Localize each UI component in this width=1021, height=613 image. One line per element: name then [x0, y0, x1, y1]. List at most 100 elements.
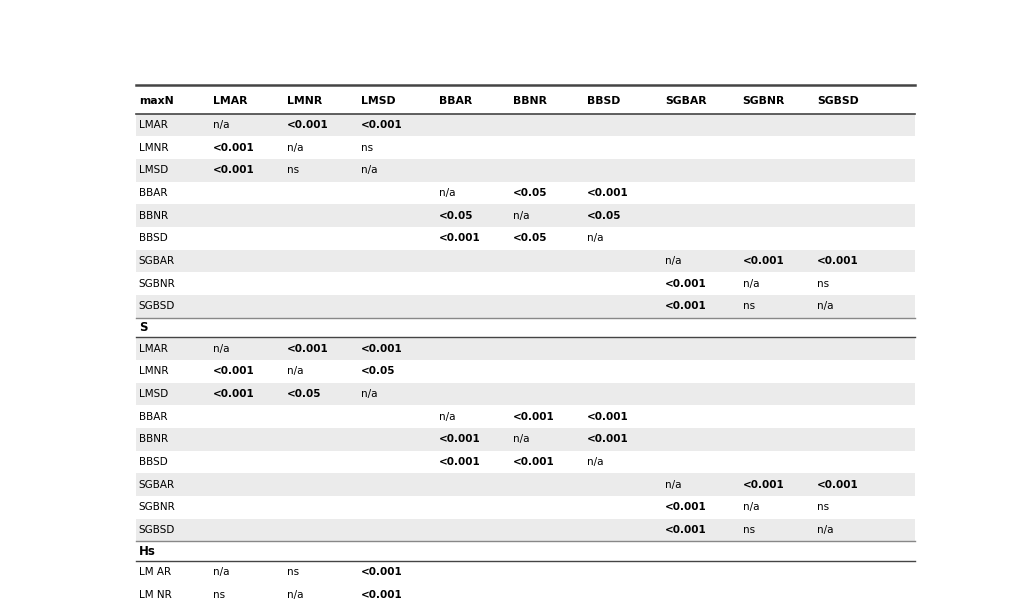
Text: <0.001: <0.001	[287, 344, 329, 354]
Text: n/a: n/a	[360, 166, 378, 175]
Text: <0.001: <0.001	[360, 568, 402, 577]
Text: <0.001: <0.001	[212, 143, 254, 153]
Text: <0.001: <0.001	[360, 344, 402, 354]
Bar	[136, 295, 915, 318]
Text: <0.001: <0.001	[587, 435, 629, 444]
Text: LMSD: LMSD	[139, 389, 167, 399]
Text: <0.05: <0.05	[287, 389, 322, 399]
Text: <0.05: <0.05	[513, 188, 547, 198]
Text: n/a: n/a	[817, 301, 833, 311]
Text: n/a: n/a	[587, 234, 603, 243]
Bar	[136, 159, 915, 181]
Text: LMSD: LMSD	[139, 166, 167, 175]
Text: LMAR: LMAR	[212, 96, 247, 107]
Bar	[136, 383, 915, 405]
Text: LMNR: LMNR	[139, 143, 168, 153]
Text: n/a: n/a	[817, 525, 833, 535]
Text: ns: ns	[817, 278, 829, 289]
Text: ns: ns	[742, 301, 755, 311]
Text: S: S	[139, 321, 147, 334]
Text: LMAR: LMAR	[139, 120, 167, 130]
Text: n/a: n/a	[439, 412, 455, 422]
Text: <0.001: <0.001	[587, 188, 629, 198]
Text: n/a: n/a	[513, 435, 529, 444]
Bar	[136, 227, 915, 249]
Text: LMAR: LMAR	[139, 344, 167, 354]
Text: n/a: n/a	[212, 344, 230, 354]
Text: SGBSD: SGBSD	[139, 301, 175, 311]
Text: <0.001: <0.001	[439, 435, 481, 444]
Text: n/a: n/a	[665, 256, 681, 266]
Text: LMNR: LMNR	[139, 367, 168, 376]
Text: BBAR: BBAR	[139, 412, 167, 422]
Text: <0.05: <0.05	[360, 367, 395, 376]
Text: BBSD: BBSD	[139, 457, 167, 467]
Text: n/a: n/a	[360, 389, 378, 399]
Bar	[136, 249, 915, 272]
Text: ns: ns	[817, 502, 829, 512]
Text: <0.001: <0.001	[817, 480, 859, 490]
Text: BBAR: BBAR	[439, 96, 472, 107]
Bar	[136, 136, 915, 159]
Text: <0.001: <0.001	[212, 389, 254, 399]
Text: <0.001: <0.001	[212, 166, 254, 175]
Text: <0.001: <0.001	[665, 301, 707, 311]
Text: n/a: n/a	[212, 120, 230, 130]
Bar	[136, 428, 915, 451]
Text: LMNR: LMNR	[287, 96, 322, 107]
Text: n/a: n/a	[665, 480, 681, 490]
Text: BBNR: BBNR	[139, 435, 167, 444]
Text: <0.001: <0.001	[439, 234, 481, 243]
Text: BBNR: BBNR	[513, 96, 547, 107]
Text: <0.001: <0.001	[665, 502, 707, 512]
Text: n/a: n/a	[287, 143, 303, 153]
Text: LMSD: LMSD	[360, 96, 395, 107]
Text: SGBNR: SGBNR	[139, 278, 176, 289]
Bar	[136, 204, 915, 227]
Text: LM AR: LM AR	[139, 568, 171, 577]
Text: SGBSD: SGBSD	[817, 96, 859, 107]
Bar	[136, 451, 915, 473]
Text: <0.05: <0.05	[513, 234, 547, 243]
Text: <0.001: <0.001	[817, 256, 859, 266]
Text: n/a: n/a	[212, 568, 230, 577]
Bar	[136, 360, 915, 383]
Text: n/a: n/a	[513, 211, 529, 221]
Bar	[136, 318, 915, 337]
Text: SGBAR: SGBAR	[665, 96, 707, 107]
Bar	[136, 272, 915, 295]
Text: <0.001: <0.001	[360, 590, 402, 600]
Bar	[136, 519, 915, 541]
Text: <0.001: <0.001	[287, 120, 329, 130]
Text: <0.001: <0.001	[742, 480, 784, 490]
Text: <0.001: <0.001	[665, 278, 707, 289]
Text: n/a: n/a	[439, 188, 455, 198]
Text: Hs: Hs	[139, 545, 155, 558]
Text: <0.05: <0.05	[439, 211, 474, 221]
Text: SGBAR: SGBAR	[139, 256, 175, 266]
Text: <0.001: <0.001	[513, 412, 554, 422]
Text: ns: ns	[287, 166, 299, 175]
Text: n/a: n/a	[287, 367, 303, 376]
Text: BBNR: BBNR	[139, 211, 167, 221]
Text: BBSD: BBSD	[139, 234, 167, 243]
Text: ns: ns	[287, 568, 299, 577]
Text: ns: ns	[212, 590, 225, 600]
Text: <0.001: <0.001	[360, 120, 402, 130]
Bar	[136, 496, 915, 519]
Bar	[136, 541, 915, 561]
Bar	[136, 113, 915, 136]
Text: SGBAR: SGBAR	[139, 480, 175, 490]
Text: <0.05: <0.05	[587, 211, 622, 221]
Text: <0.001: <0.001	[439, 457, 481, 467]
Bar	[136, 561, 915, 584]
Bar	[136, 606, 915, 613]
Text: LM NR: LM NR	[139, 590, 172, 600]
Text: n/a: n/a	[742, 278, 760, 289]
Text: <0.001: <0.001	[513, 457, 554, 467]
Text: maxN: maxN	[139, 96, 174, 107]
Text: <0.001: <0.001	[742, 256, 784, 266]
Text: BBSD: BBSD	[587, 96, 620, 107]
Text: <0.001: <0.001	[665, 525, 707, 535]
Text: SGBNR: SGBNR	[742, 96, 785, 107]
